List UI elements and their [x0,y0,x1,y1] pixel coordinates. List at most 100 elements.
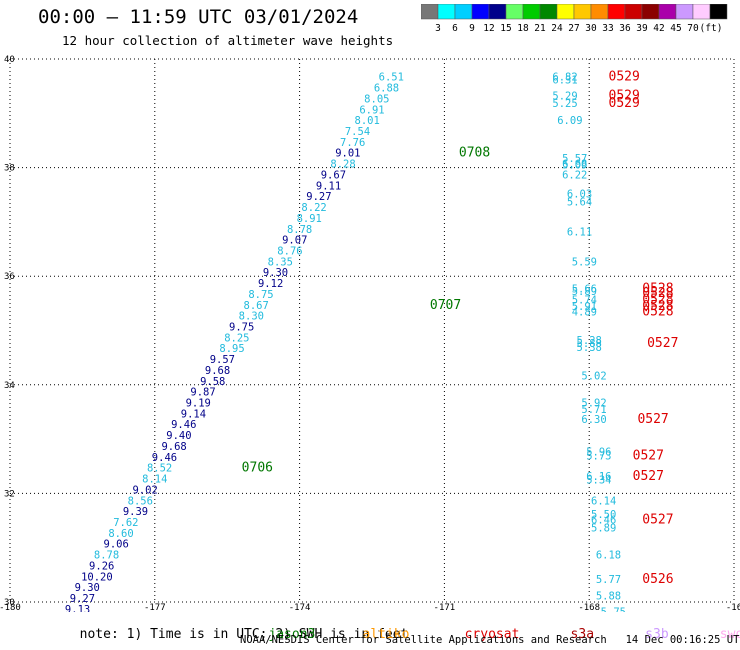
note-text: note: 1) Time is in UTC; 2) SWH is in fe… [79,627,409,642]
wave-height-point: 8.91 [297,213,322,225]
wave-height-point: 5.88 [577,338,602,350]
wave-height-point: 9.87 [190,387,215,399]
color-scale-label: 3 [435,23,441,34]
satellite-legend: jason3 altiko cryosat s3a s3b swot [268,627,740,642]
wave-height-point: 6.31 [552,74,577,86]
wave-height-point: 8.30 [239,311,264,323]
altimeter-scatter-chart: -180 -177 -174 -171 -168 -163032343638406.516… [0,55,740,612]
x-tick-label: -180 [0,603,21,612]
wave-height-point: 9.01 [335,148,360,160]
x-tick-label: -16 [726,603,740,612]
pass-time-label: 0528 [642,304,673,319]
pass-time-label: 0527 [633,449,664,464]
pass-time-label: 0527 [637,412,668,427]
color-scale-label: 30 [585,23,597,34]
color-scale-legend: 3 6 9 12 15 18 21 24 27 30 33 36 39 42 45 70 (ft) [421,4,728,34]
wave-height-point: 8.22 [301,202,326,214]
wave-height-point: 9.26 [89,560,114,572]
pass-time-label: 0527 [633,469,664,484]
chart-subtitle: 12 hour collection of altimeter wave hei… [62,33,394,48]
note-row: note: 1) Time is in UTC; 2) SWH is in fe… [64,612,740,642]
wave-height-point: 6.14 [591,495,616,507]
wave-height-point: 9.68 [205,365,230,377]
wave-height-point: 9.39 [123,506,148,518]
satellite-name-s3a: s3a [570,627,595,642]
satellite-name-s3b: s3b [645,627,669,642]
wave-height-point: 5.02 [581,370,606,382]
color-scale-unit: (ft) [700,23,723,34]
wave-height-point: 5.75 [601,607,626,612]
wave-height-point: 6.68 [562,159,587,171]
wave-height-point: 10.20 [81,571,113,583]
wave-height-point: 9.30 [75,582,100,594]
wave-height-point: 9.67 [321,169,346,181]
wave-height-point: 9.75 [229,322,254,334]
wave-height-point: 5.73 [586,451,611,463]
wave-height-point: 9.06 [104,539,129,551]
pass-time-label: 0707 [430,298,461,313]
wave-height-point: 6.88 [374,83,399,95]
wave-height-point: 5.89 [572,286,597,298]
color-scale-label: 21 [534,23,546,34]
color-scale-label: 45 [670,23,681,34]
wave-height-point: 5.91 [572,301,597,313]
color-scale-label: 39 [636,23,648,34]
wave-height-point: 9.13 [65,604,90,612]
wave-height-point: 6.16 [586,471,611,483]
wave-height-point: 9.27 [70,593,95,605]
wave-height-point: 8.52 [147,463,172,475]
wave-height-point: 5.57 [562,153,587,165]
wave-height-point: 5.29 [552,91,577,103]
wave-height-point: 5.92 [581,398,606,410]
series-track-0704-0708: 6.516.888.056.918.017.547.769.018.289.67… [65,72,404,612]
wave-height-point: 8.67 [244,300,269,312]
wave-height-point: 8.01 [355,115,380,127]
wave-height-point: 9.02 [132,484,157,496]
wave-height-point: 6.82 [552,72,577,84]
wave-height-point: 9.68 [161,441,186,453]
wave-height-point: 7.76 [340,137,365,149]
wave-height-point: 9.11 [316,180,341,192]
wave-height-point: 5.59 [572,256,597,268]
pass-time-label: 0528 [642,281,673,296]
y-tick-label: 40 [4,55,15,65]
pass-time-label: 0527 [642,512,673,527]
pass-time-label: 0528 [642,292,673,307]
wave-height-point: 5.09 [562,160,587,172]
wave-height-point: 5.89 [591,522,616,534]
wave-height-point: 6.46 [591,514,616,526]
y-tick-label: 30 [4,598,15,608]
y-tick-label: 36 [4,272,15,282]
wave-height-point: 6.03 [567,188,592,200]
pass-time-label: 0526 [642,572,673,587]
wave-height-point: 9.14 [181,408,206,420]
wave-height-point: 9.40 [166,430,191,442]
wave-height-point: 8.60 [108,528,133,540]
wave-height-point: 9.07 [282,235,307,247]
wave-height-point: 5.88 [596,590,621,602]
wave-height-point: 5.71 [581,404,606,416]
satellite-name-altiko: altiko [362,627,410,642]
x-tick-label: -174 [289,603,311,612]
wave-height-point: 8.28 [330,159,355,171]
wave-height-point: 8.25 [224,332,249,344]
color-scale-label: 36 [619,23,631,34]
wave-height-point: 5.38 [577,342,602,354]
y-tick-label: 34 [4,381,15,391]
wave-height-point: 5.64 [567,197,592,209]
wave-height-point: 5.96 [586,446,611,458]
color-scale-label: 12 [483,23,494,34]
wave-height-point: 5.77 [596,574,621,586]
wave-height-point: 8.56 [128,495,153,507]
footer-credit: NOAA/NESDIS Center for Satellite Applica… [240,634,740,646]
wave-height-point: 8.78 [94,550,119,562]
pass-time-label: 0706 [242,461,273,476]
wave-height-point: 8.76 [277,245,302,257]
color-scale-label: 70 [687,23,699,34]
wave-height-point: 8.35 [268,256,293,268]
color-scale-label: 42 [653,23,664,34]
pass-time-label: 0528 [642,286,673,301]
y-tick-label: 38 [4,164,15,174]
wave-height-point: 8.05 [364,93,389,105]
color-scale-label: 18 [517,23,529,34]
